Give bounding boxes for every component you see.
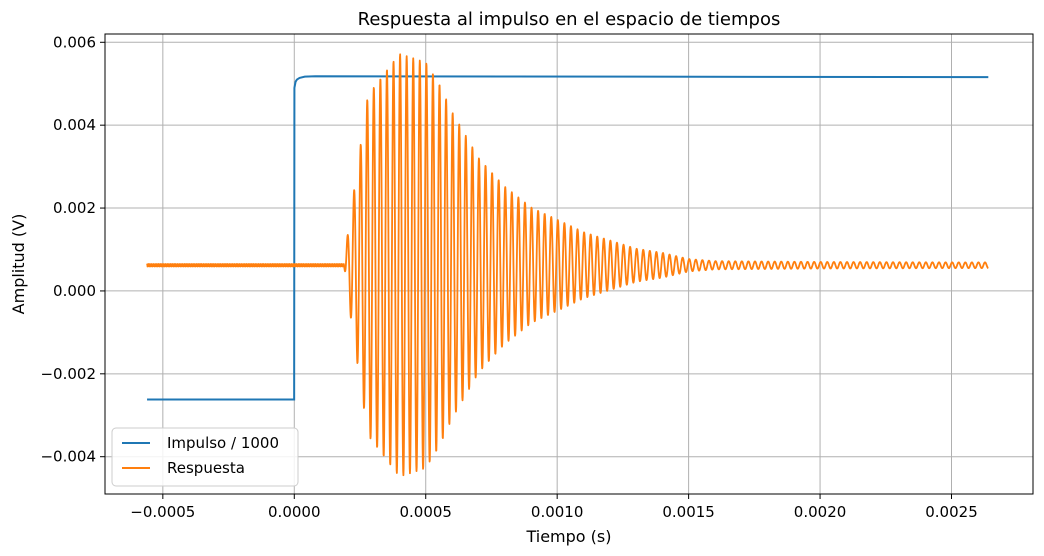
y-tick-label: 0.002 <box>53 199 96 217</box>
x-tick-label: −0.0005 <box>130 503 195 521</box>
y-tick-label: 0.000 <box>53 282 96 300</box>
x-tick-label: 0.0015 <box>662 503 715 521</box>
plot-lines <box>146 53 989 477</box>
x-tick-label: 0.0020 <box>794 503 847 521</box>
series-line-respuesta <box>146 53 989 477</box>
x-tick-label: 0.0005 <box>399 503 452 521</box>
legend-label-respuesta: Respuesta <box>167 459 245 477</box>
plot-frame <box>104 33 1034 495</box>
series-line-impulso <box>147 75 989 401</box>
chart-title: Respuesta al impulso en el espacio de ti… <box>358 9 781 30</box>
legend-box <box>111 427 299 487</box>
x-tick-label: 0.0000 <box>268 503 321 521</box>
x-tick-label: 0.0025 <box>925 503 978 521</box>
y-axis: −0.004 −0.002 0.000 0.002 0.004 0.006 <box>40 33 105 466</box>
y-axis-label: Amplitud (V) <box>9 214 28 315</box>
legend: Impulso / 1000 Respuesta <box>111 427 299 487</box>
x-axis-label: Tiempo (s) <box>525 527 611 546</box>
legend-label-impulso: Impulso / 1000 <box>167 434 279 452</box>
y-tick-label: 0.006 <box>53 33 96 51</box>
x-axis: −0.0005 0.0000 0.0005 0.0010 0.0015 0.0020 0.0… <box>130 494 978 521</box>
y-tick-label: −0.002 <box>40 365 96 383</box>
y-tick-label: 0.004 <box>53 116 96 134</box>
y-tick-label: −0.004 <box>40 448 96 466</box>
x-tick-label: 0.0010 <box>531 503 584 521</box>
